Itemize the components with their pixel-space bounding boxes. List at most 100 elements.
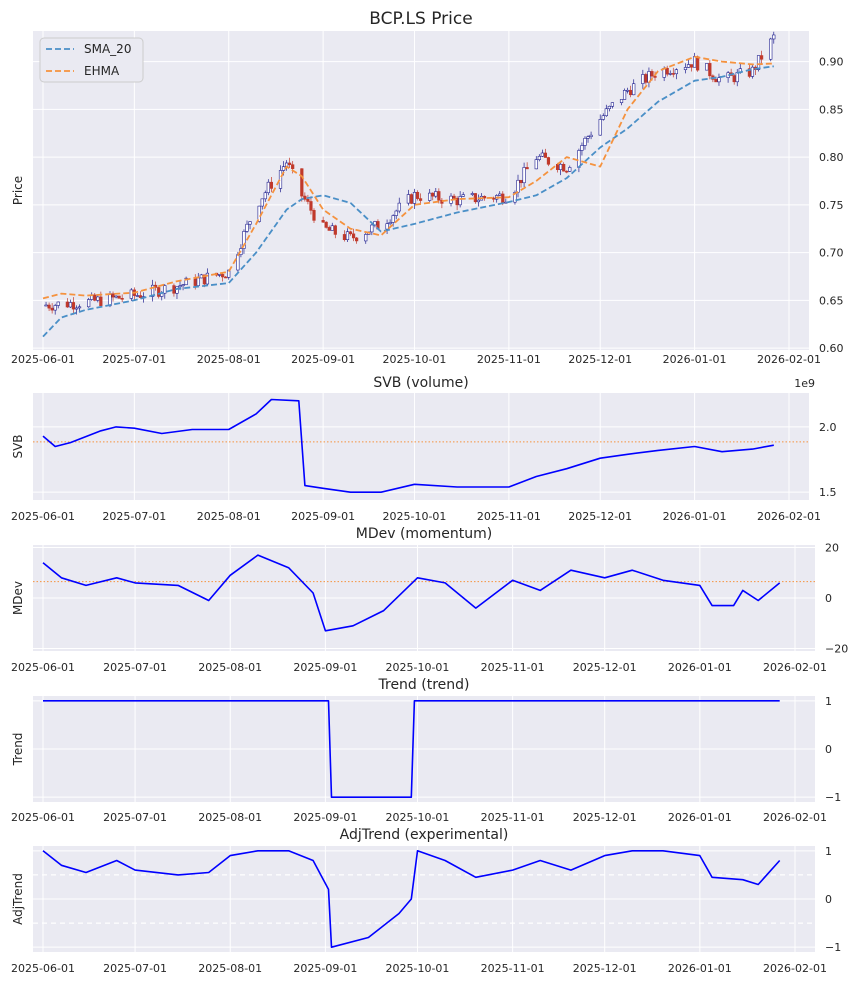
- candle-body: [397, 202, 401, 212]
- candle-body: [151, 284, 155, 297]
- candle-body: [269, 181, 273, 189]
- y-axis-label: AdjTrend: [11, 873, 25, 925]
- x-tick-label: 2025-12-01: [568, 510, 632, 523]
- series-line-trend: [43, 699, 780, 799]
- candle-body: [708, 63, 712, 77]
- x-tick-label: 2025-06-01: [11, 962, 75, 975]
- y-tick-label: −20: [825, 642, 848, 655]
- x-tick-label: 2025-11-01: [481, 661, 545, 674]
- candle-body: [586, 136, 590, 139]
- candle-body: [157, 287, 161, 297]
- y-tick-label: −1: [825, 791, 841, 804]
- legend-label: SMA_20: [84, 42, 131, 56]
- candle-body: [632, 83, 636, 96]
- candle-body: [604, 108, 608, 117]
- candle-body: [348, 231, 353, 235]
- candle-body: [610, 102, 614, 107]
- candle-body: [513, 191, 517, 203]
- x-tick-label: 2025-10-01: [385, 811, 449, 824]
- x-tick-label: 2025-07-01: [102, 353, 166, 366]
- x-tick-label: 2026-02-01: [757, 353, 821, 366]
- chart-title: BCP.LS Price: [369, 9, 472, 29]
- candle-body: [482, 195, 487, 199]
- y-axis-label: SVB: [11, 434, 25, 458]
- candle-body: [461, 194, 465, 197]
- series-line-mdev: [42, 554, 781, 632]
- y-tick-label: 0.75: [819, 199, 844, 212]
- candle-body: [476, 199, 481, 203]
- chart-title: AdjTrend (experimental): [340, 827, 509, 843]
- chart-title: SVB (volume): [373, 375, 468, 391]
- x-tick-label: 2026-02-01: [763, 811, 827, 824]
- candle-body: [412, 191, 417, 204]
- x-tick-label: 2025-07-01: [102, 510, 166, 523]
- candle-body: [300, 168, 304, 197]
- y-tick-label: 0.80: [819, 151, 844, 164]
- candle-body: [519, 179, 523, 184]
- candle-body: [622, 90, 627, 100]
- candle-body: [50, 307, 54, 311]
- candle-body: [135, 295, 139, 297]
- candle-body: [312, 210, 316, 221]
- panel-4: 2025-06-01 2025-07-01 2025-08-01 2025-09-01…: [11, 677, 841, 824]
- x-tick-label: 2025-12-01: [573, 811, 637, 824]
- candle-body: [77, 306, 82, 309]
- x-tick-label: 2025-09-01: [291, 510, 355, 523]
- candle-body: [555, 163, 560, 170]
- candle-body: [772, 34, 776, 40]
- candle-body: [458, 196, 462, 206]
- candle-body: [543, 152, 548, 158]
- panel-2: 2025-06-01 2025-07-01 2025-08-01 2025-09-01…: [11, 375, 837, 523]
- candle-body: [196, 277, 200, 286]
- candle-body: [747, 68, 752, 77]
- x-tick-label: 2025-06-01: [11, 510, 75, 523]
- candle-body: [589, 134, 593, 138]
- x-tick-label: 2025-10-01: [383, 510, 447, 523]
- y-axis-label: MDev: [11, 581, 25, 615]
- candle-body: [583, 137, 587, 146]
- candle-body: [644, 74, 648, 83]
- chart-title: Trend (trend): [378, 677, 470, 693]
- x-tick-label: 2025-10-01: [385, 962, 449, 975]
- candle-body: [683, 67, 688, 71]
- candle-body: [769, 38, 773, 60]
- candle-body: [330, 225, 334, 231]
- candle-body: [306, 199, 310, 202]
- candle-body: [221, 274, 225, 278]
- plot-area: [33, 393, 809, 500]
- x-tick-label: 2025-11-01: [477, 353, 541, 366]
- panel-1: 2025-06-01 2025-07-01 2025-08-01 2025-09-01…: [11, 9, 844, 366]
- candle-body: [138, 295, 143, 299]
- y-tick-label: 2.0: [819, 421, 837, 434]
- y-axis-label: Price: [11, 176, 25, 205]
- y-tick-label: 0.85: [819, 103, 844, 116]
- candle-body: [492, 197, 496, 200]
- x-tick-label: 2025-06-01: [11, 353, 75, 366]
- x-tick-label: 2026-02-01: [763, 962, 827, 975]
- x-tick-label: 2025-12-01: [568, 353, 632, 366]
- candle-body: [236, 254, 240, 271]
- candle-body: [756, 55, 761, 70]
- x-tick-label: 2025-11-01: [481, 962, 545, 975]
- candle-body: [117, 295, 121, 299]
- candle-body: [163, 285, 167, 294]
- candle-body: [120, 298, 124, 300]
- candle-body: [415, 191, 420, 199]
- candle-body: [671, 73, 675, 75]
- candle-body: [111, 293, 115, 298]
- candle-body: [668, 73, 672, 75]
- candle-body: [56, 301, 60, 306]
- candle-body: [324, 221, 328, 228]
- candle-body: [665, 68, 669, 75]
- candle-body: [364, 234, 368, 242]
- series-line-adjtrend: [42, 849, 781, 949]
- candle-body: [99, 296, 103, 307]
- candle-body: [580, 145, 584, 151]
- candle-body: [406, 194, 410, 204]
- x-tick-label: 2025-10-01: [383, 353, 447, 366]
- x-tick-label: 2025-06-01: [11, 661, 75, 674]
- panel-5: 2025-06-01 2025-07-01 2025-08-01 2025-09-01…: [11, 827, 841, 975]
- x-tick-label: 2026-01-01: [663, 353, 727, 366]
- chart-title: MDev (momentum): [356, 526, 492, 542]
- candle-body: [732, 75, 736, 83]
